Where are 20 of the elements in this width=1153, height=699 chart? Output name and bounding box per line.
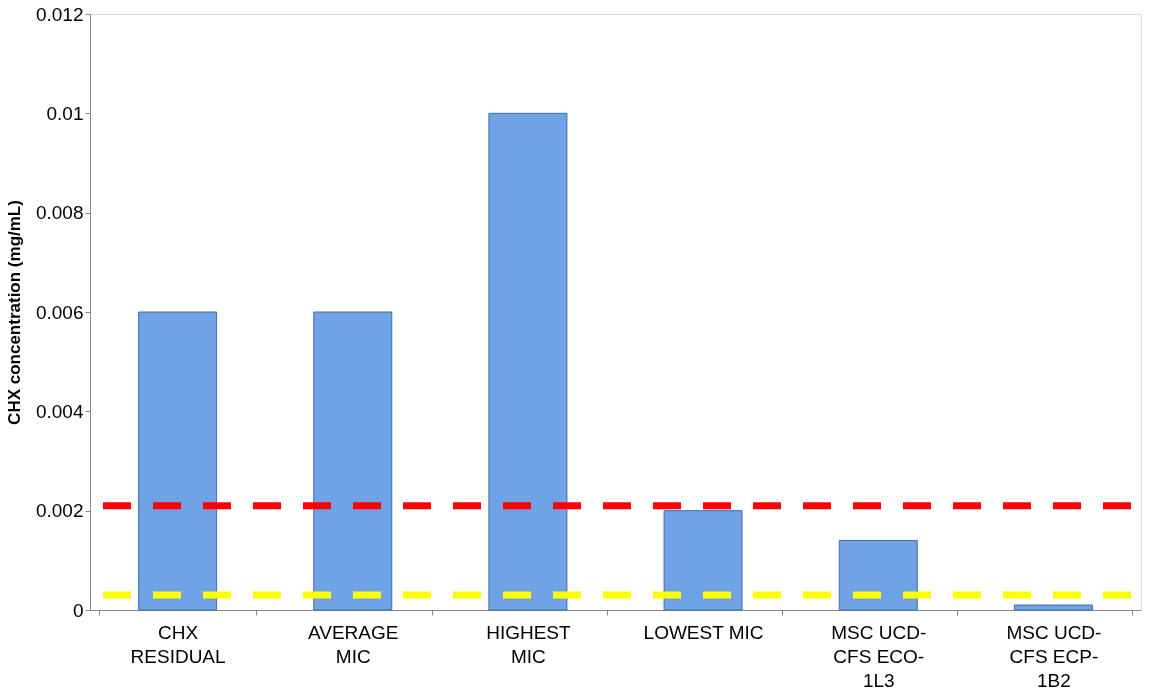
- y-tick-label: 0.01: [46, 102, 84, 124]
- bar: [313, 311, 393, 611]
- y-tick-label: 0: [72, 599, 84, 621]
- bar: [663, 510, 743, 611]
- bar: [838, 539, 918, 611]
- y-tick-label: 0.006: [35, 301, 84, 323]
- bar: [138, 311, 218, 611]
- y-tick-label: 0.008: [35, 202, 84, 224]
- bar: [1013, 604, 1093, 611]
- y-tick-label: 0.012: [35, 3, 84, 25]
- y-tick-label: 0.002: [35, 500, 84, 522]
- y-axis-title: CHX concentration (mg/mL): [4, 200, 24, 425]
- bar: [488, 112, 568, 611]
- y-tick-label: 0.004: [35, 400, 84, 422]
- x-tick-label: AVERAGE MIC: [308, 621, 399, 667]
- x-tick-label: MSC UCD-CFS ECO-1L3: [831, 621, 927, 691]
- x-tick-label: CHX RESIDUAL: [130, 621, 226, 667]
- x-tick-label: LOWEST MIC: [643, 621, 764, 643]
- x-tick-label: HIGHEST MIC: [486, 621, 572, 667]
- x-tick-label: MSC UCD-CFS ECP-1B2: [1006, 621, 1102, 691]
